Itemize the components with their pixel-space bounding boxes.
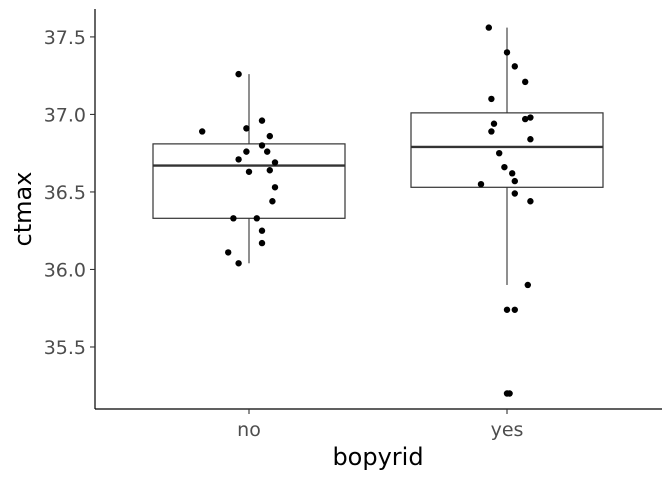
data-point [496, 149, 503, 157]
data-point [488, 95, 495, 103]
data-point [524, 281, 531, 289]
y-tick-label: 37.5 [44, 27, 86, 49]
x-axis-title: bopyrid [332, 443, 423, 471]
boxes-layer [152, 27, 604, 285]
data-point [506, 390, 513, 397]
data-point [511, 190, 518, 197]
box-yes [410, 112, 604, 188]
data-point [199, 128, 206, 135]
data-point [269, 198, 276, 205]
y-ticks: 35.5 36.0 36.5 37.0 37.5 [44, 27, 95, 359]
data-point [253, 215, 260, 222]
data-point [527, 198, 534, 205]
data-point [490, 120, 498, 127]
data-point [230, 215, 237, 222]
data-point [522, 78, 529, 86]
data-point [503, 49, 511, 56]
data-point [235, 70, 242, 78]
x-ticks: no yes [237, 409, 523, 441]
data-point [243, 125, 250, 132]
data-point [225, 249, 232, 256]
data-point [509, 170, 516, 177]
y-axis-title: ctmax [9, 172, 37, 247]
data-point [258, 227, 266, 234]
data-point [527, 136, 534, 143]
points-layer [199, 24, 534, 397]
data-point [264, 148, 271, 155]
data-point [235, 260, 242, 267]
data-point [488, 128, 495, 135]
data-point [485, 24, 492, 31]
data-point [503, 306, 511, 313]
data-point [258, 239, 266, 247]
data-point [511, 63, 518, 70]
box-no [152, 143, 346, 219]
data-point [477, 180, 485, 188]
data-point [245, 168, 253, 175]
data-point [511, 306, 518, 313]
x-tick-label-no: no [237, 419, 261, 441]
y-tick-label: 36.5 [44, 182, 86, 204]
y-tick-label: 36.0 [44, 259, 86, 281]
x-tick-label-yes: yes [491, 419, 524, 441]
data-point [271, 159, 279, 166]
data-point [258, 117, 266, 124]
data-point [258, 142, 266, 149]
data-point [522, 115, 529, 123]
data-point [527, 114, 534, 121]
y-tick-label: 35.5 [44, 337, 86, 359]
data-point [266, 132, 273, 140]
data-point [511, 177, 518, 185]
data-point [501, 163, 508, 171]
data-point [243, 148, 250, 155]
data-point [271, 184, 279, 191]
data-point [266, 167, 273, 174]
y-tick-label: 37.0 [44, 104, 86, 126]
data-point [235, 156, 242, 163]
axes-layer [94, 9, 662, 410]
